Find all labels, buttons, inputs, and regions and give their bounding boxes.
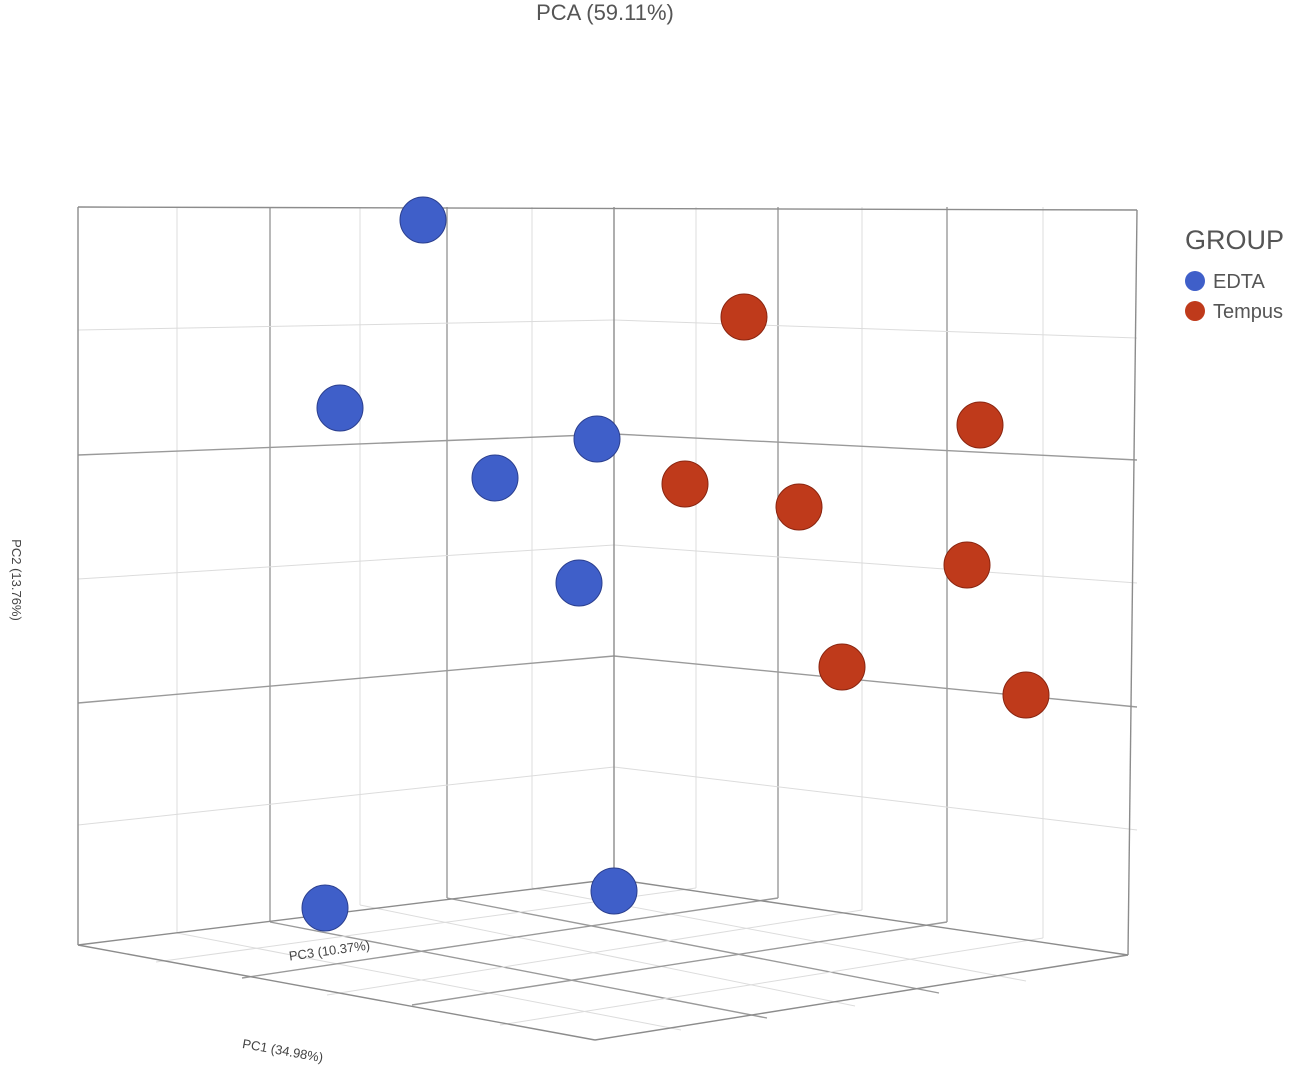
point-edta-5[interactable]: [555, 559, 603, 607]
point-edta-1[interactable]: [399, 196, 447, 244]
legend-marker-tempus: [1185, 301, 1205, 321]
point-edta-4[interactable]: [471, 454, 519, 502]
point-edta-3[interactable]: [573, 415, 621, 463]
chart-title: PCA (59.11%): [536, 0, 674, 25]
point-edta-6[interactable]: [301, 884, 349, 932]
left-wall: [77, 207, 615, 933]
point-tempus-4[interactable]: [775, 483, 823, 531]
point-edta-7[interactable]: [590, 867, 638, 915]
floor: [155, 887, 1044, 1031]
point-tempus-6[interactable]: [818, 643, 866, 691]
frame: [77, 206, 1138, 1041]
point-tempus-3[interactable]: [661, 460, 709, 508]
point-tempus-7[interactable]: [1002, 671, 1050, 719]
axis-label-pc2: PC2 (13.76%): [9, 539, 24, 621]
legend-label-tempus[interactable]: Tempus: [1213, 301, 1283, 323]
point-tempus-1[interactable]: [720, 293, 768, 341]
points-layer: [301, 196, 1050, 932]
legend: GROUP EDTA Tempus: [1185, 225, 1284, 323]
axis-label-pc1: PC1 (34.98%): [241, 1036, 324, 1065]
legend-label-edta[interactable]: EDTA: [1213, 271, 1266, 293]
right-wall: [613, 207, 1138, 938]
legend-title: GROUP: [1185, 225, 1284, 255]
legend-marker-edta: [1185, 271, 1205, 291]
grid-box: [77, 206, 1138, 1041]
point-tempus-2[interactable]: [956, 401, 1004, 449]
point-edta-2[interactable]: [316, 384, 364, 432]
point-tempus-5[interactable]: [943, 541, 991, 589]
axis-label-pc3: PC3 (10.37%): [288, 937, 371, 963]
